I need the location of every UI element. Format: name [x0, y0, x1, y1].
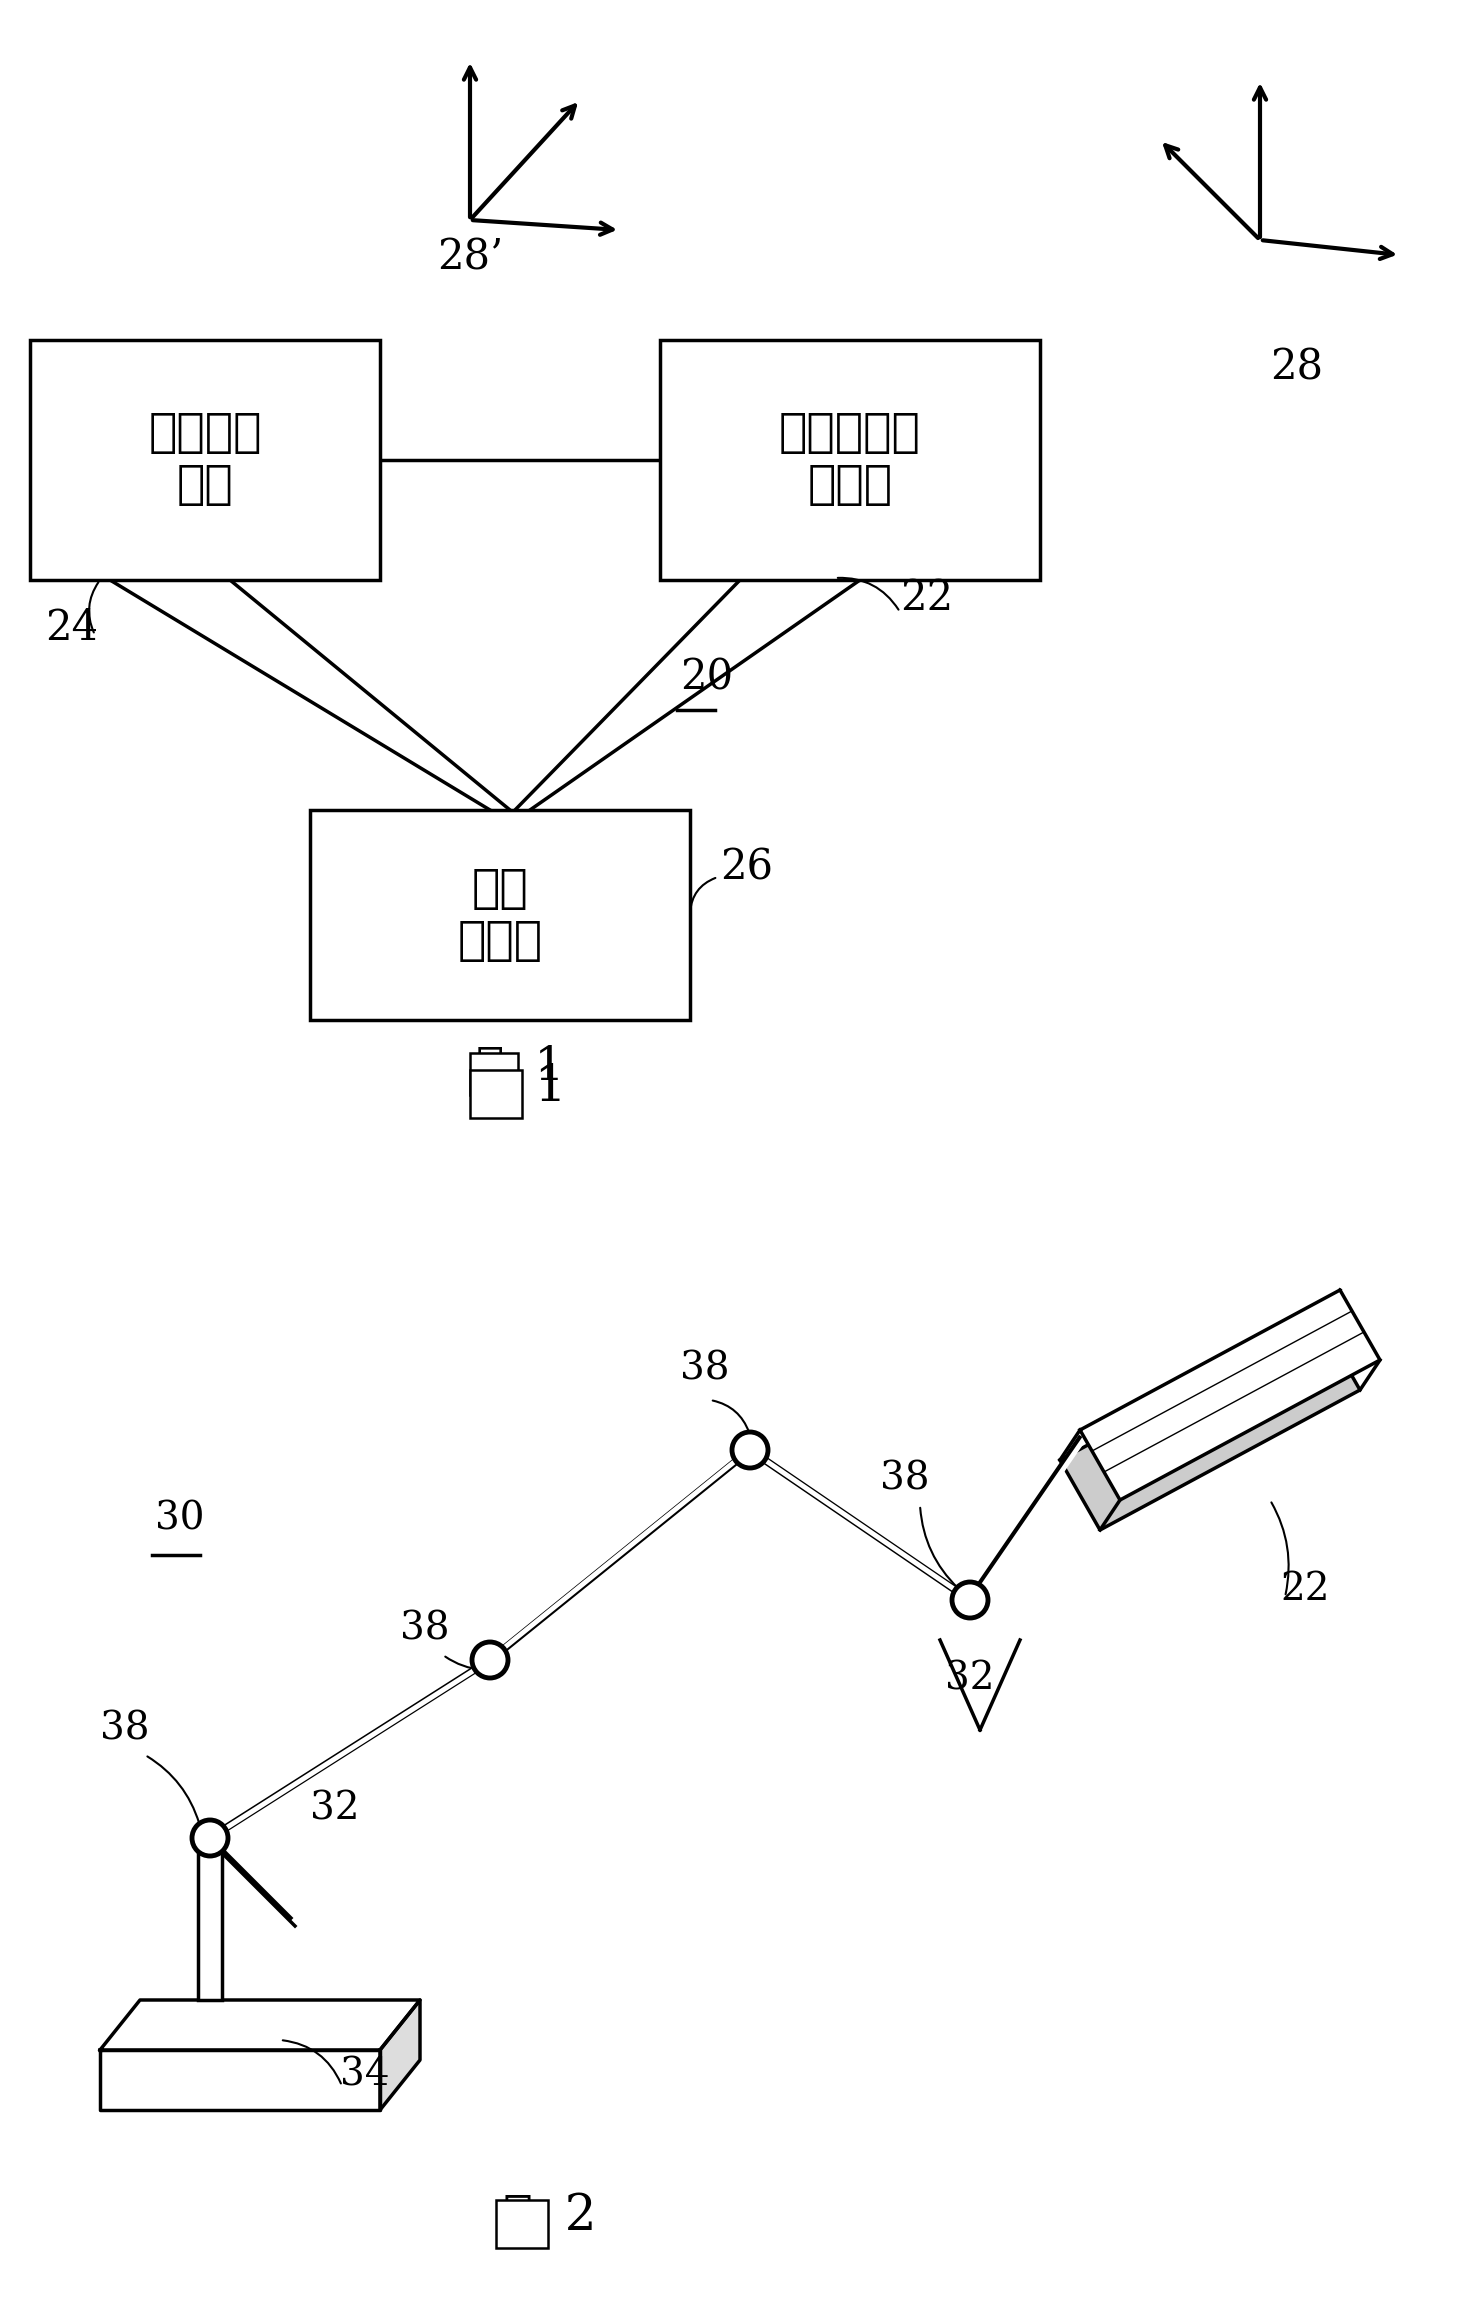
Text: 放射性辐射
探测器: 放射性辐射 探测器: [779, 411, 921, 509]
Bar: [497, 2201, 548, 2247]
Polygon shape: [380, 2001, 420, 2110]
Text: 22: 22: [1279, 1571, 1329, 1608]
Polygon shape: [1080, 1290, 1379, 1499]
Text: 22: 22: [900, 576, 953, 618]
Text: 32: 32: [945, 1662, 995, 1699]
Text: 28’: 28’: [436, 237, 502, 279]
Text: 32: 32: [310, 1792, 360, 1829]
Polygon shape: [100, 2050, 380, 2110]
Text: 图  2: 图 2: [504, 2192, 596, 2240]
Bar: [198, 1841, 222, 2001]
Text: 28: 28: [1271, 346, 1324, 388]
Text: 38: 38: [100, 1710, 150, 1748]
Circle shape: [472, 1643, 508, 1678]
Text: 图  1: 图 1: [473, 1062, 567, 1111]
Circle shape: [952, 1583, 989, 1618]
Bar: [660, 339, 1040, 581]
Circle shape: [732, 1432, 768, 1469]
Bar: [310, 811, 690, 1020]
Text: 24: 24: [46, 607, 98, 648]
Bar: [29, 339, 380, 581]
Bar: [470, 1053, 519, 1095]
Text: 位置跟踪
系统: 位置跟踪 系统: [148, 411, 261, 509]
Text: 38: 38: [400, 1611, 450, 1648]
Circle shape: [192, 1820, 228, 1857]
Text: 20: 20: [680, 658, 733, 700]
Text: 38: 38: [880, 1462, 930, 1499]
Text: 30: 30: [156, 1501, 204, 1538]
Text: 38: 38: [680, 1350, 730, 1387]
Text: 图  1: 图 1: [476, 1046, 564, 1090]
Text: 数据
处理器: 数据 处理器: [457, 867, 542, 964]
Polygon shape: [1061, 1320, 1360, 1529]
Bar: [470, 1069, 521, 1118]
Polygon shape: [100, 2001, 420, 2050]
Text: 26: 26: [720, 846, 773, 890]
Text: 34: 34: [339, 2057, 389, 2094]
